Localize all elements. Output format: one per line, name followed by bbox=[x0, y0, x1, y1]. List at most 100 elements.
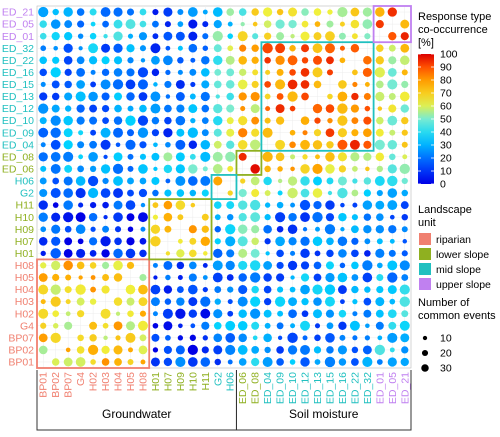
dot-ED_09-H10 bbox=[187, 127, 198, 138]
dot-G2-H11 bbox=[201, 189, 209, 197]
dot-ED_04-H05 bbox=[125, 139, 136, 150]
dot-H07-ED_16 bbox=[337, 236, 348, 247]
dot-G4-H10 bbox=[190, 323, 196, 329]
dot-ED_16-H05 bbox=[126, 68, 135, 77]
dot-H06-ED_13 bbox=[313, 176, 322, 186]
dot-H10-ED_22 bbox=[351, 214, 358, 221]
dot-ED_22-H02 bbox=[88, 56, 98, 65]
x-tick-label: H03 bbox=[100, 372, 112, 391]
dot-H11-ED_21 bbox=[400, 201, 409, 210]
dot-H04-H08 bbox=[138, 284, 148, 295]
dot-H07-H09 bbox=[177, 238, 183, 244]
dot-H06-G2 bbox=[213, 176, 223, 186]
dot-ED_22-ED_16 bbox=[339, 57, 346, 64]
x-tick-label: H02 bbox=[88, 372, 100, 391]
dot-H03-BP07 bbox=[65, 299, 71, 305]
dot-H08-ED_32 bbox=[362, 260, 373, 271]
dot-ED_01-ED_04 bbox=[264, 32, 272, 40]
dot-BP07-H07 bbox=[165, 334, 171, 341]
dot-ED_08-H11 bbox=[200, 151, 211, 162]
dot-ED_22-H01 bbox=[151, 55, 160, 65]
dot-ED_05-H02 bbox=[90, 21, 96, 27]
dot-ED_16-H04 bbox=[113, 68, 123, 77]
dot-ED_22-ED_32 bbox=[363, 56, 372, 65]
dot-ED_16-ED_10 bbox=[289, 69, 296, 76]
x-tick-label: ED_08 bbox=[250, 372, 262, 404]
dot-ED_04-G2 bbox=[213, 140, 222, 149]
dot-ED_10-ED_15 bbox=[327, 117, 333, 124]
landscape-swatch bbox=[419, 263, 431, 275]
dot-BP01-H01 bbox=[150, 357, 160, 367]
dot-ED_15-H08 bbox=[137, 79, 148, 90]
dot-ED_13-ED_16 bbox=[337, 91, 348, 102]
dot-ED_04-H09 bbox=[175, 139, 186, 150]
dot-ED_06-ED_10 bbox=[290, 166, 295, 172]
dot-ED_10-ED_32 bbox=[363, 116, 372, 125]
x-tick-label: ED_13 bbox=[312, 372, 324, 404]
dot-ED_06-H01 bbox=[153, 166, 158, 172]
dot-H02-BP07 bbox=[65, 311, 71, 317]
dot-ED_12-ED_15 bbox=[325, 104, 335, 113]
dot-BP07-H01 bbox=[151, 333, 160, 342]
dot-H07-ED_21 bbox=[402, 239, 408, 244]
dot-H09-H02 bbox=[90, 226, 96, 232]
color-bar-tick-label: 10 bbox=[440, 166, 452, 178]
dot-BP02-ED_32 bbox=[362, 345, 372, 355]
dot-ED_09-ED_10 bbox=[289, 129, 296, 136]
x-tick-label: ED_15 bbox=[324, 372, 336, 404]
dot-ED_04-H03 bbox=[100, 139, 111, 150]
dot-H06-ED_12 bbox=[300, 176, 310, 186]
dot-H11-ED_16 bbox=[340, 202, 345, 208]
dot-H01-H08 bbox=[139, 249, 147, 258]
dot-H04-G2 bbox=[214, 286, 222, 293]
dot-ED_04-BP02 bbox=[50, 139, 61, 150]
dot-ED_15-ED_04 bbox=[264, 81, 271, 88]
dot-G4-ED_09 bbox=[276, 322, 284, 330]
dot-H05-ED_22 bbox=[351, 274, 359, 281]
dot-BP02-ED_16 bbox=[337, 345, 347, 355]
dot-H08-H06 bbox=[225, 260, 235, 271]
dot-H10-G2 bbox=[214, 214, 221, 221]
dot-ED_10-H01 bbox=[151, 116, 160, 125]
dot-ED_13-H08 bbox=[138, 92, 148, 101]
dot-H11-ED_08 bbox=[250, 199, 261, 211]
dot-ED_16-ED_21 bbox=[401, 69, 408, 76]
dot-G4-H09 bbox=[178, 323, 183, 329]
dot-ED_01-H06 bbox=[227, 33, 234, 39]
dot-ED_08-ED_12 bbox=[302, 154, 308, 160]
dot-H06-ED_21 bbox=[401, 177, 408, 185]
dot-H09-ED_13 bbox=[315, 226, 320, 232]
dot-H04-H09 bbox=[176, 286, 184, 293]
dot-G2-H09 bbox=[176, 189, 185, 197]
legend-panel: Response typeco-occurrence[%]10090807060… bbox=[418, 11, 496, 375]
dot-ED_13-G2 bbox=[215, 94, 220, 99]
dot-H07-H03 bbox=[100, 236, 111, 247]
dot-ED_32-ED_15 bbox=[325, 43, 335, 54]
dot-ED_10-H09 bbox=[175, 115, 186, 126]
dot-ED_04-ED_32 bbox=[363, 140, 372, 149]
dot-H07-H11 bbox=[200, 236, 210, 246]
x-tick-label: ED_05 bbox=[387, 372, 399, 404]
dot-G2-H02 bbox=[88, 187, 99, 199]
dot-ED_13-H07 bbox=[165, 94, 171, 99]
dot-ED_09-G2 bbox=[213, 128, 222, 137]
dot-ED_10-BP02 bbox=[50, 115, 61, 126]
dot-ED_01-H04 bbox=[113, 31, 123, 41]
dot-H10-H05 bbox=[126, 213, 135, 222]
dot-ED_15-H10 bbox=[190, 81, 196, 88]
x-tick-label: ED_12 bbox=[300, 372, 312, 404]
dot-BP02-ED_15 bbox=[326, 346, 334, 354]
dot-ED_10-ED_06 bbox=[238, 116, 248, 126]
dot-ED_05-H07 bbox=[164, 21, 171, 28]
dot-ED_05-G4 bbox=[77, 20, 85, 28]
dot-ED_05-G2 bbox=[213, 20, 222, 29]
dot-ED_22-ED_05 bbox=[388, 56, 397, 65]
dot-ED_06-H10 bbox=[188, 164, 198, 174]
dot-H01-ED_32 bbox=[364, 250, 371, 257]
dot-G4-ED_12 bbox=[300, 320, 310, 331]
dot-ED_05-H05 bbox=[125, 19, 136, 30]
dot-G4-ED_15 bbox=[326, 322, 334, 330]
dot-ED_08-H03 bbox=[103, 154, 108, 159]
dot-ED_01-ED_08 bbox=[252, 33, 259, 40]
dot-ED_15-H02 bbox=[90, 81, 97, 88]
